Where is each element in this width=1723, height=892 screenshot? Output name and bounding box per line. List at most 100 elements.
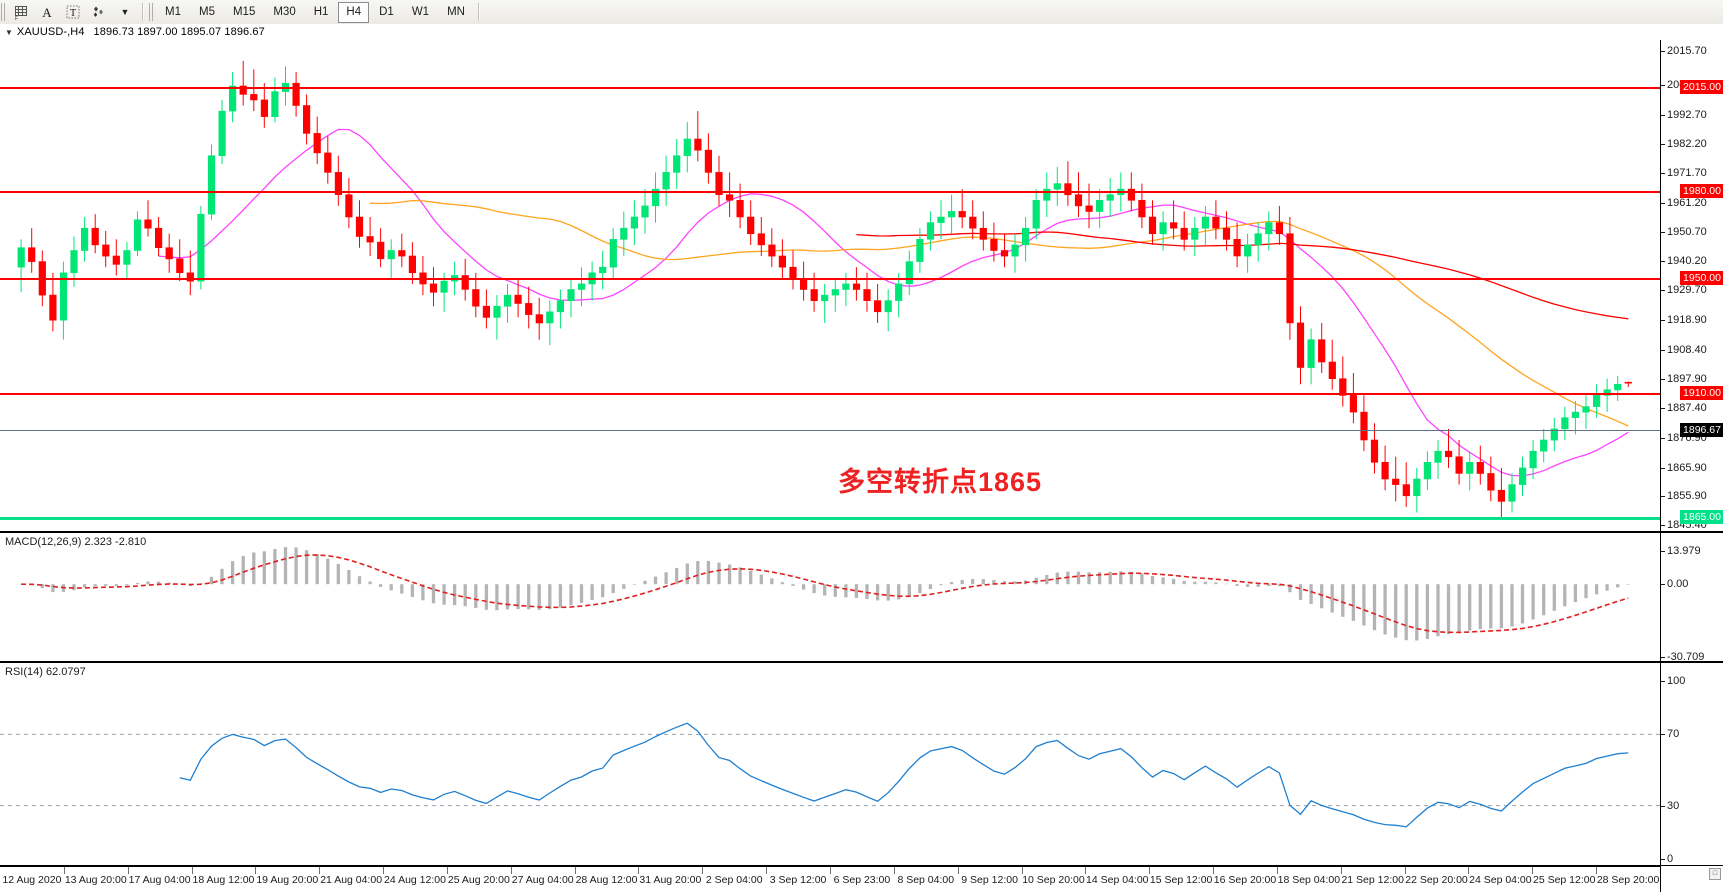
dropdown-arrow-icon[interactable]: ▼ [120,6,130,17]
moving-average-line-3 [856,231,1629,320]
price-axis-label: 1950.70 [1667,225,1707,238]
macd-axis: 13.979 0.00 -30.709 [1660,533,1723,663]
macd-axis-tick [1661,657,1665,658]
price-axis-tick [1661,437,1665,439]
price-axis-tick [1661,496,1665,498]
time-axis-separator [63,867,65,874]
rsi-plot-area[interactable] [0,663,1660,865]
autoscroll-toggle-icon[interactable]: □ [1709,868,1721,880]
price-axis-tick [1661,320,1665,322]
level-line-2015 [0,87,1660,89]
price-axis-tick [1661,408,1665,410]
timeframe-mn[interactable]: MN [447,6,465,18]
time-axis-separator [957,867,959,874]
macd-axis-label: 0.00 [1667,578,1689,591]
toolbar-separator [142,3,144,21]
moving-average-line-1 [158,128,1629,477]
time-axis-separator [1276,867,1278,874]
rsi-axis-label: 30 [1667,799,1680,812]
time-axis-label: 22 Sep 20:00 [1405,874,1468,886]
rsi-axis-tick [1661,681,1665,682]
price-axis-tick [1661,290,1665,292]
price-axis-label: 1855.90 [1667,490,1707,503]
time-axis-label: 6 Sep 23:00 [833,874,891,886]
price-axis-label: 2015.70 [1667,44,1707,57]
timeframe-m15[interactable]: M15 [232,6,256,18]
rsi-axis-tick [1661,859,1665,860]
price-tag-level: 1980.00 [1680,184,1723,198]
time-axis-separator [1085,867,1087,874]
macd-axis-label: -30.709 [1667,651,1705,663]
price-axis-tick [1661,231,1665,233]
price-plot-area[interactable] [0,40,1660,531]
timeframe-h4[interactable]: H4 [338,1,370,23]
timeframe-m30[interactable]: M30 [273,6,296,18]
time-axis-separator [319,867,321,874]
timeframe-drag-handle[interactable] [149,3,154,21]
rsi-line [179,722,1629,828]
price-axis-label: 1887.40 [1667,402,1707,415]
text-tool-icon[interactable]: A [42,4,52,20]
time-axis-label: 14 Sep 04:00 [1086,874,1149,886]
time-axis-label: 18 Sep 04:00 [1277,874,1341,886]
price-axis-label: 1940.20 [1667,255,1707,268]
price-axis-label: 1961.20 [1667,196,1707,209]
time-axis-separator [574,867,576,874]
time-axis-label: 9 Sep 12:00 [961,874,1018,886]
time-axis[interactable]: 12 Aug 2020 13 Aug 20:00 17 Aug 04:00 18 Au… [0,866,1723,892]
time-axis-separator [893,867,895,874]
rsi-axis-tick [1661,805,1665,807]
candlestick-chart [17,60,1632,519]
rsi-axis-label: 0 [1667,853,1674,865]
time-axis-label: 31 Aug 20:00 [639,874,702,886]
time-axis-label: 13 Aug 20:00 [64,874,127,886]
time-axis-label: 18 Aug 12:00 [192,874,255,886]
macd-histogram [30,547,1630,641]
collapse-triangle-icon[interactable]: ▼ [5,27,13,37]
toolbar-drag-handle[interactable] [1,3,6,21]
rsi-indicator [0,722,1660,828]
macd-axis-tick [1661,584,1665,586]
rsi-title: RSI(14) 62.0797 [5,666,89,678]
macd-axis-label: 13.979 [1667,545,1701,557]
price-axis-label: 1908.40 [1667,343,1707,356]
time-axis-separator [766,867,768,874]
price-tag-level: 1950.00 [1680,271,1723,285]
price-axis-tick [1661,468,1665,470]
time-axis-separator [1021,867,1023,874]
time-axis-separator [127,867,129,874]
timeframe-h1[interactable]: H1 [313,6,329,18]
price-tag-level: 2015.00 [1680,80,1723,94]
timeframe-w1[interactable]: W1 [411,6,430,18]
price-axis-tick [1661,50,1665,52]
crosshair-icon[interactable]: F [9,1,33,23]
last-price-line [0,430,1660,431]
price-axis-label: 1865.90 [1667,462,1707,475]
macd-plot-area[interactable] [0,533,1660,661]
time-axis-separator [1468,867,1470,874]
price-axis-tick [1661,85,1665,87]
timeframe-m5[interactable]: M5 [198,6,215,18]
price-axis-label: 1918.90 [1667,314,1707,327]
rsi-axis-tick [1661,734,1665,736]
price-axis-tick [1661,202,1665,204]
svg-text:T: T [70,8,76,19]
time-axis-label: 24 Sep 04:00 [1469,874,1532,886]
price-axis-tick [1661,525,1665,527]
time-axis-label: 19 Aug 20:00 [256,874,319,886]
timeframe-m1[interactable]: M1 [165,6,181,18]
rsi-axis-label: 70 [1667,728,1680,741]
time-axis-separator [1340,867,1342,874]
price-axis-tick [1661,261,1665,263]
time-axis-separator [830,867,831,874]
main-toolbar: F A T ▼ M1 M5 M15 M30 H1 H4 [0,0,1723,25]
time-axis-separator [1532,867,1534,874]
objects-icon[interactable] [87,1,111,23]
rsi-axis: 100 70 30 0 [1660,663,1723,865]
timeframe-d1[interactable]: D1 [379,6,394,18]
price-axis-label: 1971.70 [1667,167,1707,180]
price-axis-label: 1929.70 [1667,284,1707,297]
time-axis-label: 27 Aug 04:00 [511,874,574,886]
label-tool-icon[interactable]: T [61,1,85,23]
